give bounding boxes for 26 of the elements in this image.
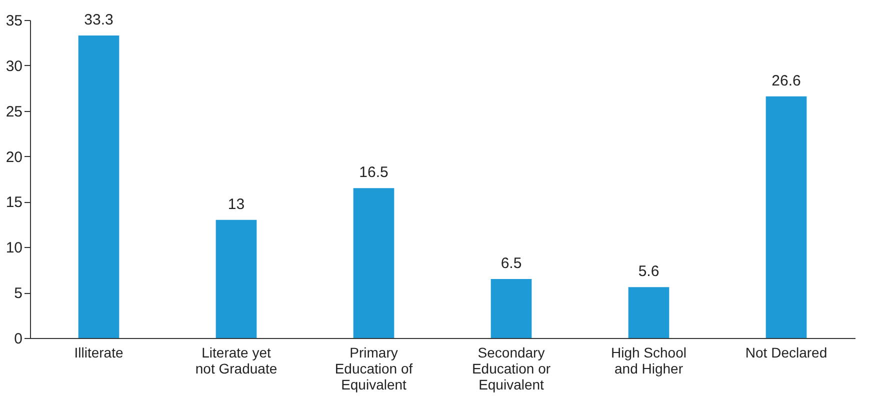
x-tick-label: Illiterate xyxy=(74,344,124,360)
y-tick-label: 25 xyxy=(6,103,22,120)
bar xyxy=(490,278,532,338)
bar xyxy=(766,96,807,338)
data-label: 33.3 xyxy=(84,11,114,28)
bar xyxy=(628,287,670,338)
data-label: 26.6 xyxy=(772,72,801,90)
y-tick-label: 5 xyxy=(14,285,22,302)
bar xyxy=(78,35,120,338)
y-tick-label: 30 xyxy=(6,58,22,75)
x-tick-label: Primary Education of Equivalent xyxy=(334,344,413,392)
bar xyxy=(216,220,257,338)
x-tick-label: High School and Higher xyxy=(611,344,686,376)
y-tick-label: 10 xyxy=(6,240,22,257)
x-tick-label: Literate yet not Graduate xyxy=(195,344,278,376)
y-tick-label: 20 xyxy=(6,148,22,166)
bar xyxy=(353,188,394,338)
y-tick-label: 15 xyxy=(6,194,22,212)
data-label: 13 xyxy=(228,196,245,213)
y-tick-label: 35 xyxy=(6,12,22,30)
x-tick-label: Not Declared xyxy=(745,344,828,360)
data-label: 16.5 xyxy=(359,164,388,182)
y-tick-label: 0 xyxy=(14,330,22,348)
x-tick-label: Secondary Education or Equivalent xyxy=(472,344,551,392)
data-label: 6.5 xyxy=(500,254,522,272)
data-label: 5.6 xyxy=(638,263,660,280)
